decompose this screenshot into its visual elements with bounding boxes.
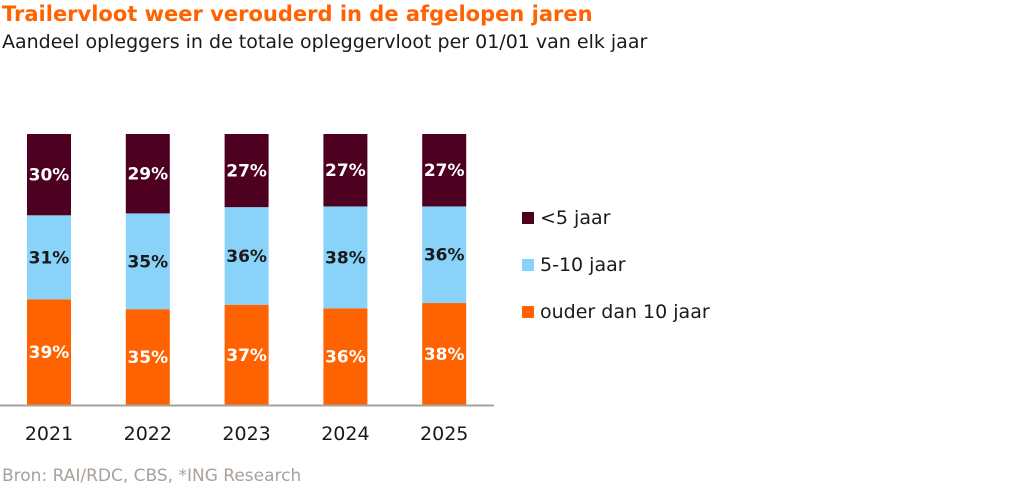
- legend-item-gt10: ouder dan 10 jaar: [522, 288, 710, 335]
- data-label: 27%: [325, 161, 366, 181]
- bar-segment-2023-1: [224, 207, 269, 305]
- legend: <5 jaar 5-10 jaar ouder dan 10 jaar: [522, 194, 710, 335]
- legend-swatch-lt5: [522, 211, 534, 224]
- legend-item-lt5: <5 jaar: [522, 194, 710, 241]
- bar-segment-2023-2: [224, 134, 269, 208]
- data-label: 36%: [424, 246, 465, 266]
- legend-label: 5-10 jaar: [540, 253, 626, 276]
- legend-swatch-gt10: [522, 305, 534, 318]
- x-tick-label: 2021: [25, 423, 73, 445]
- bar-segment-2021-0: [27, 299, 71, 405]
- data-label: 29%: [127, 165, 168, 185]
- x-tick-label: 2022: [124, 423, 172, 445]
- source-note: Bron: RAI/RDC, CBS, *ING Research: [2, 466, 302, 486]
- data-label: 38%: [325, 248, 366, 268]
- data-label: 39%: [29, 343, 70, 363]
- data-label: 38%: [424, 345, 465, 365]
- data-label: 35%: [127, 348, 168, 368]
- data-label: 27%: [226, 162, 267, 182]
- bar-segment-2024-2: [323, 134, 368, 207]
- legend-label: ouder dan 10 jaar: [540, 300, 710, 323]
- legend-swatch-5to10: [522, 258, 534, 271]
- bars-group: 39% 31% 30% 35% 35% 29% 37% 36% 27% 36% 38% 27% 38% 3…: [27, 134, 467, 405]
- data-label: 30%: [29, 166, 70, 186]
- bar-segment-2022-1: [125, 213, 170, 310]
- data-label: 37%: [226, 346, 267, 366]
- bar-segment-2023-0: [224, 304, 269, 405]
- bar-segment-2022-2: [125, 134, 170, 214]
- legend-item-5to10: 5-10 jaar: [522, 241, 710, 288]
- bar-segment-2021-1: [27, 215, 71, 300]
- chart-title: Trailervloot weer verouderd in de afgelo…: [2, 2, 593, 26]
- bar-segment-2024-1: [323, 206, 368, 309]
- legend-label: <5 jaar: [540, 206, 611, 229]
- data-label: 36%: [325, 348, 366, 368]
- data-label: 27%: [424, 161, 465, 181]
- bar-segment-2021-2: [27, 134, 71, 216]
- bar-segment-2025-0: [422, 303, 467, 405]
- x-tick-label: 2024: [321, 423, 369, 445]
- x-tick-label: 2023: [222, 423, 270, 445]
- x-tick-labels: 2021 2022 2023 2024 2025: [25, 423, 469, 445]
- bar-segment-2025-1: [422, 206, 467, 304]
- bar-segment-2022-0: [125, 309, 170, 405]
- chart-subtitle: Aandeel opleggers in de totale opleggerv…: [2, 31, 648, 53]
- bar-segment-2025-2: [422, 134, 467, 207]
- data-label: 36%: [226, 247, 267, 267]
- data-label: 35%: [127, 252, 168, 272]
- x-tick-label: 2025: [420, 423, 468, 445]
- data-label: 31%: [29, 248, 70, 268]
- bar-segment-2024-0: [323, 308, 368, 405]
